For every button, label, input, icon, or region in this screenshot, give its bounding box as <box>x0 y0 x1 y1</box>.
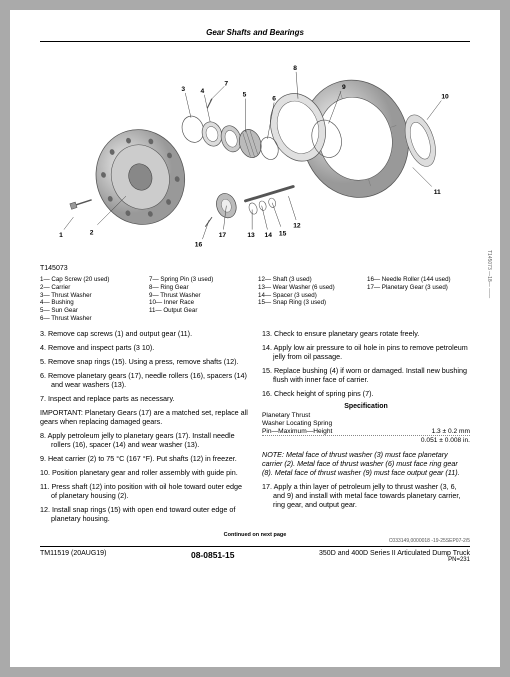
spec-heading: Specification <box>262 403 470 410</box>
svg-text:9: 9 <box>342 84 346 91</box>
svg-text:17: 17 <box>219 232 227 239</box>
procedure-columns: 3. Remove cap screws (1) and output gear… <box>40 329 470 528</box>
step: 9. Heat carrier (2) to 75 °C (167 °F). P… <box>40 454 248 463</box>
svg-text:15: 15 <box>279 230 287 237</box>
svg-text:1: 1 <box>59 232 63 239</box>
svg-text:6: 6 <box>272 96 276 103</box>
svg-text:14: 14 <box>265 232 273 239</box>
doc-code: C033149,0000018 -19-25SEP07-2/5 <box>40 538 470 544</box>
svg-text:8: 8 <box>293 65 297 72</box>
step: 7. Inspect and replace parts as necessar… <box>40 394 248 403</box>
step: 14. Apply low air pressure to oil hole i… <box>262 343 470 361</box>
spec-l: Pin—Maximum—Height <box>262 428 332 435</box>
svg-text:12: 12 <box>293 223 301 230</box>
exploded-svg: 1 2 3 4 5 6 7 8 9 10 11 12 13 14 15 16 1… <box>40 48 470 263</box>
step: 12. Install snap rings (15) with open en… <box>40 505 248 523</box>
svg-text:4: 4 <box>201 88 205 95</box>
spec-l: Planetary Thrust <box>262 412 310 419</box>
legend-col-2: 7— Spring Pin (3 used) 8— Ring Gear 9— T… <box>149 276 252 323</box>
spec-r: 0.051 ± 0.008 in. <box>421 437 470 444</box>
parts-legend: 1— Cap Screw (20 used) 2— Carrier 3— Thr… <box>40 276 470 323</box>
svg-text:10: 10 <box>441 94 449 101</box>
step: 16. Check height of spring pins (7). <box>262 389 470 398</box>
note-text: NOTE: Metal face of thrust washer (3) mu… <box>262 450 470 477</box>
step: 6. Remove planetary gears (17), needle r… <box>40 371 248 389</box>
figure-id: T145073 <box>40 265 470 272</box>
footer-left: TM11519 (20AUG19) <box>40 550 106 557</box>
step: 17. Apply a thin layer of petroleum jell… <box>262 482 470 509</box>
svg-text:2: 2 <box>90 229 94 236</box>
side-code: T145073 —18— —— <box>486 250 492 298</box>
step: 10. Position planetary gear and roller a… <box>40 468 248 477</box>
svg-text:5: 5 <box>243 92 247 99</box>
footer-right-title: 350D and 400D Series II Articulated Dump… <box>319 550 470 557</box>
step: 15. Replace bushing (4) if worn or damag… <box>262 366 470 384</box>
svg-text:7: 7 <box>224 80 228 87</box>
right-column: 13. Check to ensure planetary gears rota… <box>262 329 470 528</box>
step: 13. Check to ensure planetary gears rota… <box>262 329 470 338</box>
section-title: Gear Shafts and Bearings <box>40 28 470 37</box>
separator-bottom <box>40 546 470 547</box>
step: 11. Press shaft (12) into position with … <box>40 482 248 500</box>
step: 4. Remove and inspect parts (3 10). <box>40 343 248 352</box>
separator-top <box>40 41 470 42</box>
footer-mid: 08-0851-15 <box>191 550 234 560</box>
page-footer: TM11519 (20AUG19) 08-0851-15 350D and 40… <box>40 550 470 563</box>
svg-text:3: 3 <box>181 86 185 93</box>
step: 3. Remove cap screws (1) and output gear… <box>40 329 248 338</box>
legend-col-1: 1— Cap Screw (20 used) 2— Carrier 3— Thr… <box>40 276 143 323</box>
left-column: 3. Remove cap screws (1) and output gear… <box>40 329 248 528</box>
step: 5. Remove snap rings (15). Using a press… <box>40 357 248 366</box>
svg-text:11: 11 <box>434 189 441 196</box>
exploded-view-figure: 1 2 3 4 5 6 7 8 9 10 11 12 13 14 15 16 1… <box>40 48 470 263</box>
footer-page-num: PN=231 <box>319 557 470 563</box>
legend-col-4: 16— Needle Roller (144 used) 17— Planeta… <box>367 276 470 323</box>
svg-text:16: 16 <box>195 242 203 249</box>
step: 8. Apply petroleum jelly to planetary ge… <box>40 431 248 449</box>
spec-l: Washer Locating Spring <box>262 420 332 427</box>
legend-col-3: 12— Shaft (3 used) 13— Wear Washer (6 us… <box>258 276 361 323</box>
svg-text:13: 13 <box>247 232 255 239</box>
spec-r: 1.3 ± 0.2 mm <box>432 428 470 435</box>
manual-page: Gear Shafts and Bearings <box>10 10 500 667</box>
important-note: IMPORTANT: Planetary Gears (17) are a ma… <box>40 408 248 426</box>
